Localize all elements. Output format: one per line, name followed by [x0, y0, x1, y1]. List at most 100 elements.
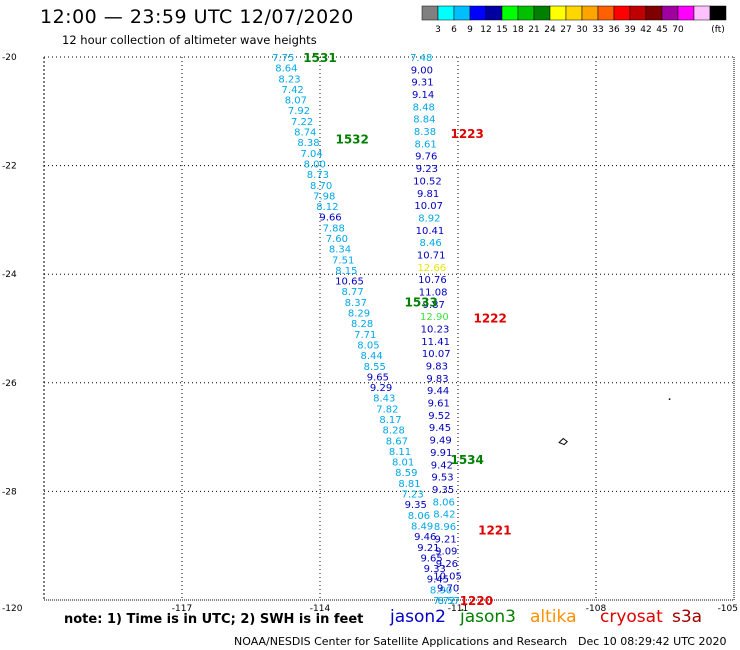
wave-height-point: 7.23 — [401, 490, 423, 501]
pass-number-label: 1220 — [460, 594, 493, 608]
wave-height-point: 8.37 — [345, 298, 367, 309]
wave-height-point: 8.15 — [335, 266, 357, 277]
wave-height-point: 10.76 — [418, 275, 447, 286]
island-outline — [558, 437, 568, 446]
legend-swatch — [469, 5, 487, 21]
wave-height-point: 10.23 — [421, 325, 450, 336]
wave-height-point: 11.41 — [421, 337, 450, 348]
y-axis-ticks: -20 -22 -24 -26 -28 — [2, 53, 17, 497]
wave-height-point: 9.35 — [405, 500, 427, 511]
wave-height-point: 10.52 — [413, 176, 442, 187]
legend-label: 70 — [672, 25, 684, 35]
wave-height-point: 8.55 — [364, 362, 386, 373]
wave-height-point: 9.14 — [412, 90, 434, 101]
wave-height-point: 8.28 — [383, 426, 405, 437]
map-features — [558, 398, 671, 446]
wave-height-point: 9.53 — [431, 473, 453, 484]
wave-height-point: 8.44 — [360, 351, 382, 362]
wave-height-point: 10.65 — [335, 277, 364, 288]
x-tick-label: -105 — [718, 604, 738, 614]
satellite-legend-jason2: jason2 — [390, 607, 446, 627]
wave-height-point: 9.65 — [367, 372, 389, 383]
color-scale-legend: 3 6 9 12 15 18 21 24 27 30 33 36 39 42 45 70 (ft) — [421, 5, 727, 35]
plot-frame — [43, 56, 735, 601]
wave-height-point: 9.61 — [428, 399, 450, 410]
wave-height-point: 12.66 — [418, 263, 447, 274]
legend-label: 39 — [624, 25, 636, 35]
pass-number-label: 1531 — [303, 51, 336, 65]
satellite-legend-s3a: s3a — [672, 607, 703, 627]
pass-number-label: 1223 — [450, 127, 483, 141]
legend-label: 36 — [608, 25, 620, 35]
wave-height-point: 7.42 — [282, 85, 304, 96]
legend-swatch — [533, 5, 551, 21]
wave-height-point: 9.83 — [426, 362, 448, 373]
island-dot — [668, 398, 671, 400]
wave-height-point: 9.45 — [429, 423, 451, 434]
legend-label: 21 — [528, 25, 539, 35]
satellite-tracks: 7.758.648.237.428.077.927.228.748.387.04… — [272, 53, 462, 607]
legend-swatch — [501, 5, 519, 21]
wave-height-point: 8.12 — [316, 202, 338, 213]
legend-swatch — [597, 5, 615, 21]
wave-height-point: 8.73 — [307, 170, 329, 181]
wave-height-point: 7.88 — [323, 223, 345, 234]
wave-height-point: 9.83 — [426, 374, 448, 385]
wave-height-point: 8.06 — [433, 497, 455, 508]
chart-grid — [43, 56, 735, 601]
wave-height-point: 9.81 — [417, 189, 439, 200]
legend-swatch — [453, 5, 471, 21]
wave-height-point: 9.31 — [411, 78, 433, 89]
legend-swatch — [437, 5, 455, 21]
wave-height-point: 8.23 — [278, 74, 300, 85]
wave-height-point: 7.48 — [410, 53, 432, 64]
wave-height-point: 8.38 — [297, 138, 319, 149]
legend-unit: (ft) — [711, 25, 725, 35]
wave-height-point: 11.08 — [419, 287, 448, 298]
wave-height-point: 9.29 — [370, 383, 392, 394]
wave-height-point: 7.04 — [300, 149, 322, 160]
wave-height-point: 8.28 — [351, 319, 373, 330]
wave-height-point: 8.34 — [329, 245, 351, 256]
legend-swatch — [613, 5, 631, 21]
chart-title: 12:00 — 23:59 UTC 12/07/2020 — [40, 6, 354, 28]
wave-height-point: 9.00 — [411, 65, 433, 76]
wave-height-point: 10.41 — [416, 226, 445, 237]
wave-height-point: 10.05 — [433, 571, 462, 582]
wave-height-point: 9.42 — [431, 460, 453, 471]
wave-height-point: 8.61 — [414, 139, 436, 150]
wave-height-point: 9.23 — [416, 164, 438, 175]
legend-label: 30 — [576, 25, 588, 35]
wave-height-point: 9.21 — [417, 543, 439, 554]
x-tick-label: -114 — [310, 604, 331, 614]
wave-height-point: 9.70 — [437, 584, 459, 595]
wave-height-point: 7.71 — [354, 330, 376, 341]
legend-label: 45 — [656, 25, 667, 35]
legend-label: 24 — [544, 25, 556, 35]
pass-number-label: 1222 — [473, 312, 506, 326]
footnote: note: 1) Time is in UTC; 2) SWH is in fe… — [64, 612, 364, 627]
wave-height-point: 9.52 — [428, 411, 450, 422]
wave-height-point: 8.59 — [395, 468, 417, 479]
legend-label: 12 — [480, 25, 491, 35]
legend-label: 15 — [496, 25, 507, 35]
satellite-legend-altika: altika — [530, 607, 577, 627]
wave-height-point: 8.49 — [411, 521, 433, 532]
legend-swatch — [421, 5, 439, 21]
wave-height-point: 7.72 — [433, 596, 455, 607]
legend-swatch — [581, 5, 599, 21]
wave-height-point: 10.71 — [417, 250, 446, 261]
wave-height-point: 10.07 — [422, 349, 451, 360]
wave-height-point: 9.65 — [420, 553, 442, 564]
wave-height-point: 8.07 — [285, 96, 307, 107]
pass-number-label: 1534 — [450, 453, 483, 467]
wave-height-point: 8.92 — [418, 213, 440, 224]
wave-height-point: 8.81 — [398, 479, 420, 490]
legend-label: 42 — [640, 25, 651, 35]
generation-timestamp: Dec 10 08:29:42 UTC 2020 — [578, 635, 727, 648]
wave-height-point: 9.35 — [432, 485, 454, 496]
wave-height-point: 9.33 — [424, 564, 446, 575]
wave-height-point: 9.87 — [423, 300, 445, 311]
wave-height-point: 8.90 — [430, 585, 452, 596]
